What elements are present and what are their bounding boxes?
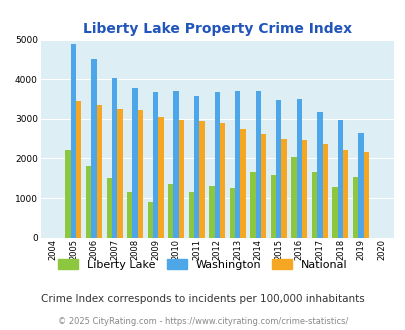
Bar: [86, 166, 91, 238]
Bar: [178, 120, 184, 238]
Bar: [173, 91, 178, 238]
Bar: [301, 140, 307, 238]
Bar: [229, 188, 234, 238]
Bar: [296, 99, 301, 238]
Bar: [76, 101, 81, 238]
Bar: [249, 172, 255, 238]
Bar: [137, 110, 143, 238]
Bar: [132, 88, 137, 238]
Legend: Liberty Lake, Washington, National: Liberty Lake, Washington, National: [58, 259, 347, 270]
Bar: [234, 91, 240, 238]
Bar: [255, 91, 260, 238]
Bar: [214, 92, 220, 238]
Bar: [220, 123, 225, 238]
Bar: [117, 109, 122, 238]
Bar: [147, 202, 153, 238]
Bar: [112, 78, 117, 238]
Bar: [209, 186, 214, 238]
Bar: [65, 150, 70, 238]
Bar: [188, 192, 194, 238]
Bar: [199, 121, 204, 238]
Bar: [275, 100, 281, 238]
Bar: [332, 187, 337, 238]
Bar: [352, 177, 357, 238]
Bar: [194, 96, 199, 238]
Bar: [363, 152, 368, 238]
Bar: [91, 59, 96, 238]
Bar: [281, 139, 286, 238]
Bar: [240, 129, 245, 238]
Bar: [127, 192, 132, 238]
Bar: [342, 150, 347, 238]
Bar: [153, 92, 158, 238]
Text: Crime Index corresponds to incidents per 100,000 inhabitants: Crime Index corresponds to incidents per…: [41, 294, 364, 304]
Bar: [70, 44, 76, 238]
Bar: [337, 120, 342, 238]
Text: © 2025 CityRating.com - https://www.cityrating.com/crime-statistics/: © 2025 CityRating.com - https://www.city…: [58, 317, 347, 326]
Title: Liberty Lake Property Crime Index: Liberty Lake Property Crime Index: [83, 22, 351, 36]
Bar: [158, 117, 163, 238]
Bar: [322, 144, 327, 238]
Bar: [357, 133, 363, 238]
Bar: [311, 172, 316, 238]
Bar: [291, 157, 296, 238]
Bar: [260, 134, 266, 238]
Bar: [106, 178, 112, 238]
Bar: [270, 175, 275, 238]
Bar: [168, 184, 173, 238]
Bar: [316, 112, 322, 238]
Bar: [96, 105, 102, 238]
